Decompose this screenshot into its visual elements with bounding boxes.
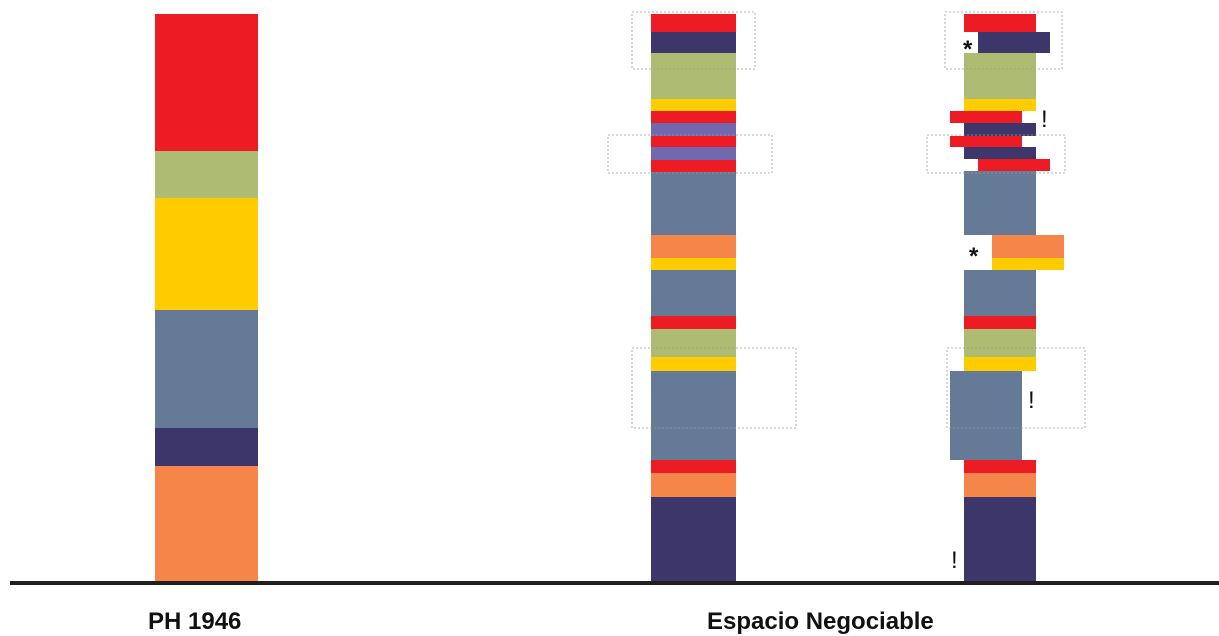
column-espacio-negociable [651, 14, 736, 583]
block-navy [155, 428, 258, 466]
block-steel [964, 270, 1036, 316]
block-navy [651, 32, 736, 53]
block-purple [651, 147, 736, 160]
exclamation-mark: ! [1028, 387, 1035, 414]
exclamation-mark: ! [951, 547, 958, 574]
block-yellow [651, 258, 736, 270]
column-ph-1946 [155, 14, 258, 583]
block-red [964, 316, 1036, 329]
block-red [950, 111, 1022, 123]
block-steel [964, 171, 1036, 235]
block-orange [155, 466, 258, 583]
dashed-box [926, 134, 1066, 174]
asterisk-mark: * [969, 243, 979, 270]
block-red [155, 14, 258, 151]
block-red [651, 460, 736, 473]
label-ph-1946: PH 1946 [148, 608, 242, 635]
dashed-highlight-boxes [607, 11, 1086, 429]
block-olive [964, 329, 1036, 357]
block-navy [978, 32, 1050, 53]
block-olive [651, 53, 736, 99]
block-yellow [992, 258, 1064, 270]
block-olive [155, 151, 258, 198]
block-purple [651, 123, 736, 136]
dashed-box [946, 347, 1086, 429]
dashed-box [607, 134, 773, 174]
asterisk-mark: * [963, 36, 973, 63]
block-orange [992, 235, 1064, 258]
block-red [651, 136, 736, 147]
block-olive [964, 53, 1036, 99]
block-yellow [964, 357, 1036, 371]
block-red [651, 160, 736, 172]
block-yellow [651, 357, 736, 371]
block-olive [651, 329, 736, 357]
block-orange [964, 473, 1036, 497]
block-steel [651, 371, 736, 460]
block-yellow [651, 99, 736, 111]
block-red [978, 159, 1050, 171]
block-orange [651, 473, 736, 497]
block-navy [964, 123, 1036, 136]
label-espacio-negociable: Espacio Negociable [707, 608, 934, 635]
block-red [950, 136, 1022, 147]
block-navy [964, 147, 1036, 159]
block-orange [651, 235, 736, 258]
column-espacio-negociable-variant [950, 14, 1064, 583]
annotation-marks: * *!!! [951, 36, 1048, 574]
dashed-box [631, 347, 797, 429]
block-steel [651, 172, 736, 235]
block-navy [964, 497, 1036, 583]
block-red [964, 14, 1036, 32]
block-red [651, 14, 736, 32]
block-red [651, 111, 736, 123]
block-navy [651, 497, 736, 583]
block-yellow [155, 198, 258, 310]
block-red [964, 460, 1036, 473]
block-steel [651, 270, 736, 316]
block-steel [155, 310, 258, 428]
dashed-box [631, 11, 756, 70]
block-yellow [964, 99, 1036, 111]
block-red [651, 316, 736, 329]
dashed-box [944, 11, 1063, 70]
exclamation-mark: ! [1041, 106, 1048, 133]
block-steel [950, 371, 1022, 460]
